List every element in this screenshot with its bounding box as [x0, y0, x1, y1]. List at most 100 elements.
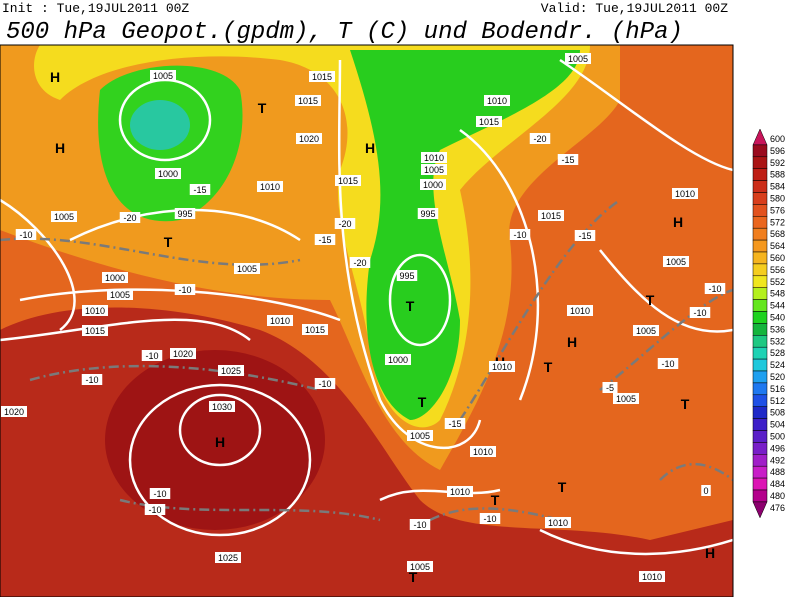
contour-label: -15 — [578, 231, 591, 241]
colorbar-cell — [752, 227, 768, 241]
label-box — [314, 234, 336, 245]
contour-label: 1010 — [473, 447, 493, 457]
colorbar-label: 484 — [770, 479, 785, 489]
contour-label: 1005 — [153, 71, 173, 81]
colorbar-cell — [752, 156, 768, 169]
label-box — [349, 257, 371, 268]
colorbar-label: 480 — [770, 491, 785, 501]
label-box — [174, 284, 196, 295]
colorbar-label: 548 — [770, 289, 785, 299]
colorbar-cell — [752, 370, 768, 384]
contour-label: -20 — [353, 258, 366, 268]
contour-label: 1000 — [158, 169, 178, 179]
colorbar-cell — [752, 311, 768, 324]
colorbar-cell — [752, 216, 768, 229]
label-box — [385, 354, 411, 365]
label-box — [529, 133, 551, 144]
colorbar-label: 504 — [770, 420, 785, 430]
colorbar-label: 568 — [770, 229, 785, 239]
label-box — [309, 71, 335, 82]
colorbar-label: 576 — [770, 205, 785, 215]
label-box — [189, 184, 211, 195]
colorbar-label: 552 — [770, 277, 785, 287]
contour-label: 1010 — [450, 487, 470, 497]
contour-label: -10 — [19, 230, 32, 240]
colorbar-cell — [752, 489, 768, 503]
label-box — [567, 305, 593, 316]
label-box — [150, 70, 176, 81]
colorbar-cell — [752, 192, 768, 205]
colorbar-label: 588 — [770, 170, 785, 180]
contour-label: -10 — [145, 351, 158, 361]
init-time: Init : Tue,19JUL2011 00Z — [2, 1, 189, 16]
valid-time: Valid: Tue,19JUL2011 00Z — [541, 1, 728, 16]
label-box — [102, 272, 128, 283]
pressure-center: T — [418, 394, 427, 410]
label-box — [1, 406, 27, 417]
colorbar-label: 540 — [770, 312, 785, 322]
label-box — [15, 229, 37, 240]
contour-label: 1005 — [410, 562, 430, 572]
contour-label: -20 — [123, 213, 136, 223]
contour-label: 1005 — [410, 431, 430, 441]
pressure-center: T — [558, 479, 567, 495]
contour-label: -15 — [193, 185, 206, 195]
colorbar-label: 584 — [770, 182, 785, 192]
label-box — [602, 382, 618, 393]
label-box — [417, 208, 439, 219]
colorbar-label: 532 — [770, 336, 785, 346]
colorbar-arrow — [752, 128, 768, 146]
pressure-center: H — [673, 214, 683, 230]
colorbar-cell — [752, 180, 768, 193]
contour-label: 1005 — [237, 264, 257, 274]
pressure-center: H — [365, 140, 375, 156]
contour-label: 1015 — [85, 326, 105, 336]
label-box — [701, 485, 711, 496]
contour-label: 1015 — [338, 176, 358, 186]
map-area: HHHHHHHHTTTTTTTTTT1005101510151020100099… — [0, 45, 733, 597]
label-box — [82, 325, 108, 336]
colorbar-cell — [752, 346, 768, 360]
label-box — [484, 95, 510, 106]
label-box — [234, 263, 260, 274]
colorbar-cell — [752, 430, 768, 443]
contour-label: 1010 — [85, 306, 105, 316]
colorbar-label: 520 — [770, 372, 785, 382]
isotherms — [0, 198, 733, 522]
label-box — [509, 229, 531, 240]
warm-core — [105, 350, 325, 530]
colorbar-label: 536 — [770, 324, 785, 334]
colorbar-label: 544 — [770, 301, 785, 311]
colorbar-cell — [752, 335, 768, 348]
label-box — [218, 365, 244, 376]
label-box — [663, 256, 689, 267]
label-box — [155, 168, 181, 179]
contour-label: -10 — [85, 375, 98, 385]
label-box — [489, 361, 515, 372]
label-box — [476, 116, 502, 127]
label-box — [470, 446, 496, 457]
map-title: 500 hPa Geopot.(gpdm), T (C) und Bodendr… — [6, 19, 683, 46]
contour-label: 1010 — [492, 362, 512, 372]
pressure-center: H — [55, 140, 65, 156]
colorbar-label: 556 — [770, 265, 785, 275]
contour-label: 1015 — [305, 325, 325, 335]
colorbar-cell — [752, 465, 768, 479]
label-box — [81, 374, 103, 385]
colorbar-cell — [752, 299, 768, 312]
label-box — [209, 401, 235, 412]
contour-label: 1010 — [675, 189, 695, 199]
pressure-center: H — [705, 545, 715, 561]
contour-label: 1025 — [221, 366, 241, 376]
label-box — [574, 230, 596, 241]
colorbar-label: 596 — [770, 146, 785, 156]
colorbar-label: 564 — [770, 241, 785, 251]
colorbar-cell — [752, 454, 768, 467]
contour-label: 1010 — [548, 518, 568, 528]
contour-label: 1000 — [423, 180, 443, 190]
label-box — [447, 486, 473, 497]
contour-label: 995 — [399, 271, 414, 281]
pressure-center: T — [406, 298, 415, 314]
pressure-center: T — [646, 292, 655, 308]
